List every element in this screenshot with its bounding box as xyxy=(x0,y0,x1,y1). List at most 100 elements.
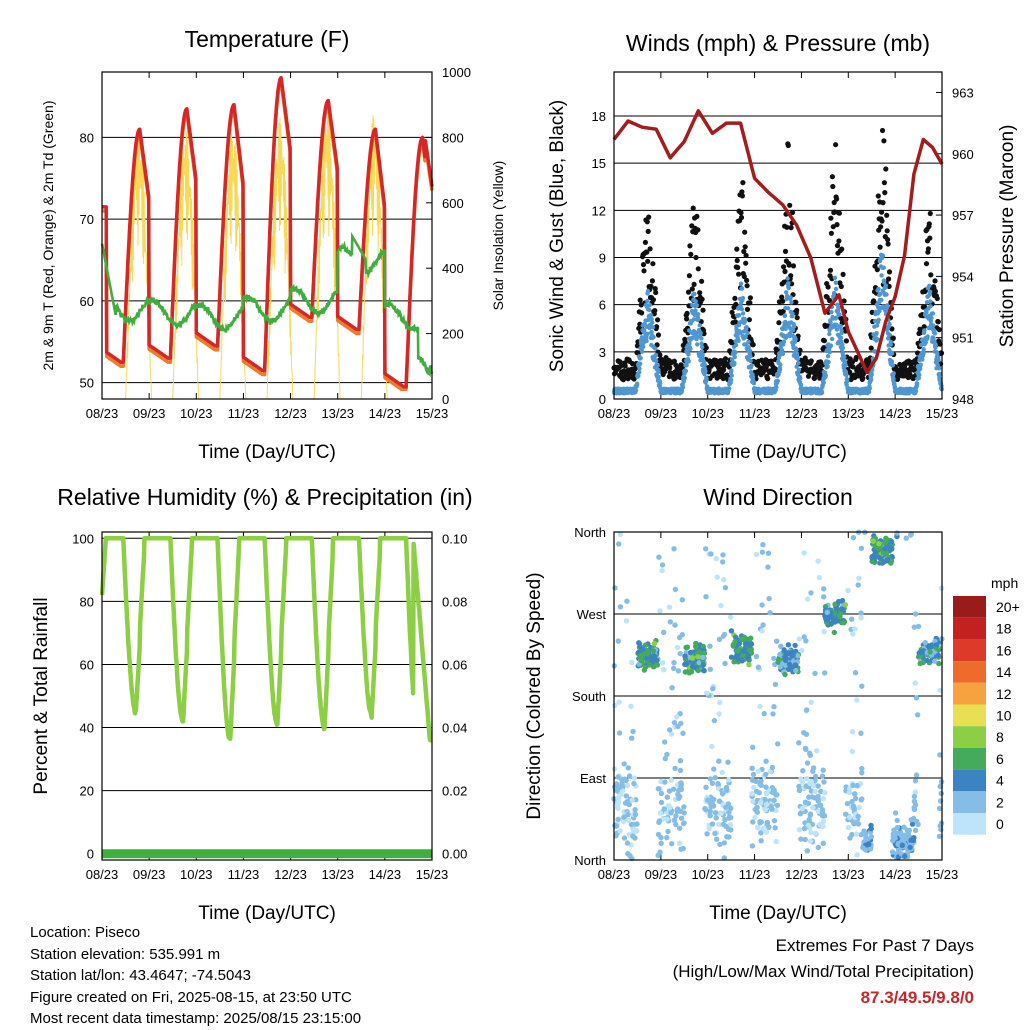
direction-point xyxy=(677,650,683,657)
direction-point xyxy=(719,769,725,776)
wind-point xyxy=(876,317,881,322)
wind-point xyxy=(887,332,892,338)
x-tick-label: 12/23 xyxy=(785,406,818,421)
direction-point xyxy=(623,618,630,624)
direction-point xyxy=(798,836,804,842)
direction-point xyxy=(899,842,905,848)
direction-point xyxy=(721,577,727,583)
legend-label: 16 xyxy=(996,642,1012,658)
direction-point xyxy=(662,779,668,785)
direction-point xyxy=(727,822,734,828)
legend-label: 10 xyxy=(996,708,1012,724)
x-tick-label: 10/23 xyxy=(180,867,213,882)
direction-point xyxy=(616,699,622,705)
legend-title: mph xyxy=(991,575,1018,591)
direction-point xyxy=(726,809,732,816)
wind-point xyxy=(921,347,926,352)
direction-point xyxy=(911,793,918,800)
direction-point xyxy=(683,661,690,667)
direction-point xyxy=(709,743,715,750)
direction-point xyxy=(807,780,813,787)
direction-point xyxy=(677,767,684,774)
gust-point xyxy=(868,345,874,351)
wind-point xyxy=(885,336,891,341)
dewpoint-2m-series xyxy=(100,231,434,378)
direction-point xyxy=(651,640,658,647)
direction-point xyxy=(624,799,630,805)
legend-label: 4 xyxy=(996,773,1004,789)
y-axis-label-right: Station Pressure (Maroon) xyxy=(997,125,1018,348)
direction-point xyxy=(828,621,834,627)
direction-point xyxy=(817,821,823,828)
direction-point xyxy=(936,660,942,667)
wind-point xyxy=(699,349,705,354)
y-right-tick-label: 960 xyxy=(952,147,974,162)
wind-point xyxy=(819,390,825,395)
gust-point xyxy=(784,224,790,230)
x-tick-label: 14/23 xyxy=(879,406,912,421)
direction-point xyxy=(711,766,717,772)
direction-point xyxy=(815,558,821,564)
direction-point xyxy=(687,649,694,656)
wind-point xyxy=(845,378,850,384)
x-tick-label: 14/23 xyxy=(369,406,402,421)
wind-point xyxy=(647,307,652,313)
direction-point xyxy=(766,824,772,830)
direction-point xyxy=(664,816,670,822)
wind-point xyxy=(650,325,656,330)
temp-2m-series xyxy=(100,75,434,389)
direction-point xyxy=(613,781,620,787)
direction-point xyxy=(763,758,769,764)
direction-point xyxy=(889,849,896,855)
pressure-series xyxy=(612,109,944,375)
direction-point xyxy=(812,830,819,837)
direction-point xyxy=(710,686,716,692)
y-tick-label: 12 xyxy=(592,203,606,218)
direction-point xyxy=(680,845,686,852)
wind-point xyxy=(844,373,849,378)
direction-point xyxy=(767,610,773,616)
direction-point xyxy=(713,555,719,562)
wind-point xyxy=(866,389,872,395)
direction-point xyxy=(644,655,650,661)
direction-point xyxy=(677,793,683,800)
direction-point xyxy=(763,784,769,790)
direction-point xyxy=(662,739,668,745)
direction-point xyxy=(661,806,667,812)
y-tick-label: 50 xyxy=(80,376,94,391)
gust-point xyxy=(847,369,853,375)
direction-point xyxy=(807,752,813,758)
direction-point xyxy=(716,798,723,804)
direction-point xyxy=(722,660,728,667)
direction-point xyxy=(846,789,852,796)
direction-point xyxy=(703,806,709,813)
direction-point xyxy=(624,782,631,789)
direction-point xyxy=(908,817,914,823)
gust-point xyxy=(684,310,690,316)
y-tick-label: 60 xyxy=(80,294,94,309)
direction-point xyxy=(671,660,677,666)
gust-point xyxy=(841,298,847,304)
wind-point xyxy=(795,371,801,376)
direction-point xyxy=(785,642,792,648)
direction-point xyxy=(704,690,710,696)
gust-point xyxy=(789,209,796,216)
gust-point xyxy=(735,264,741,271)
direction-point xyxy=(850,535,857,541)
direction-point xyxy=(695,654,701,660)
direction-point xyxy=(660,666,667,673)
wind-point xyxy=(869,377,874,382)
y-tick-label: 0 xyxy=(599,392,606,407)
x-tick-label: 12/23 xyxy=(785,867,818,882)
direction-point xyxy=(675,806,681,812)
direction-point xyxy=(913,611,919,617)
gust-point xyxy=(934,295,940,302)
direction-point xyxy=(771,704,777,710)
gust-point xyxy=(622,363,628,369)
legend-label: 2 xyxy=(996,794,1004,810)
wind-point xyxy=(883,283,888,288)
direction-point xyxy=(805,822,811,828)
direction-point xyxy=(816,574,823,581)
direction-point xyxy=(933,642,939,648)
direction-point xyxy=(619,788,626,794)
